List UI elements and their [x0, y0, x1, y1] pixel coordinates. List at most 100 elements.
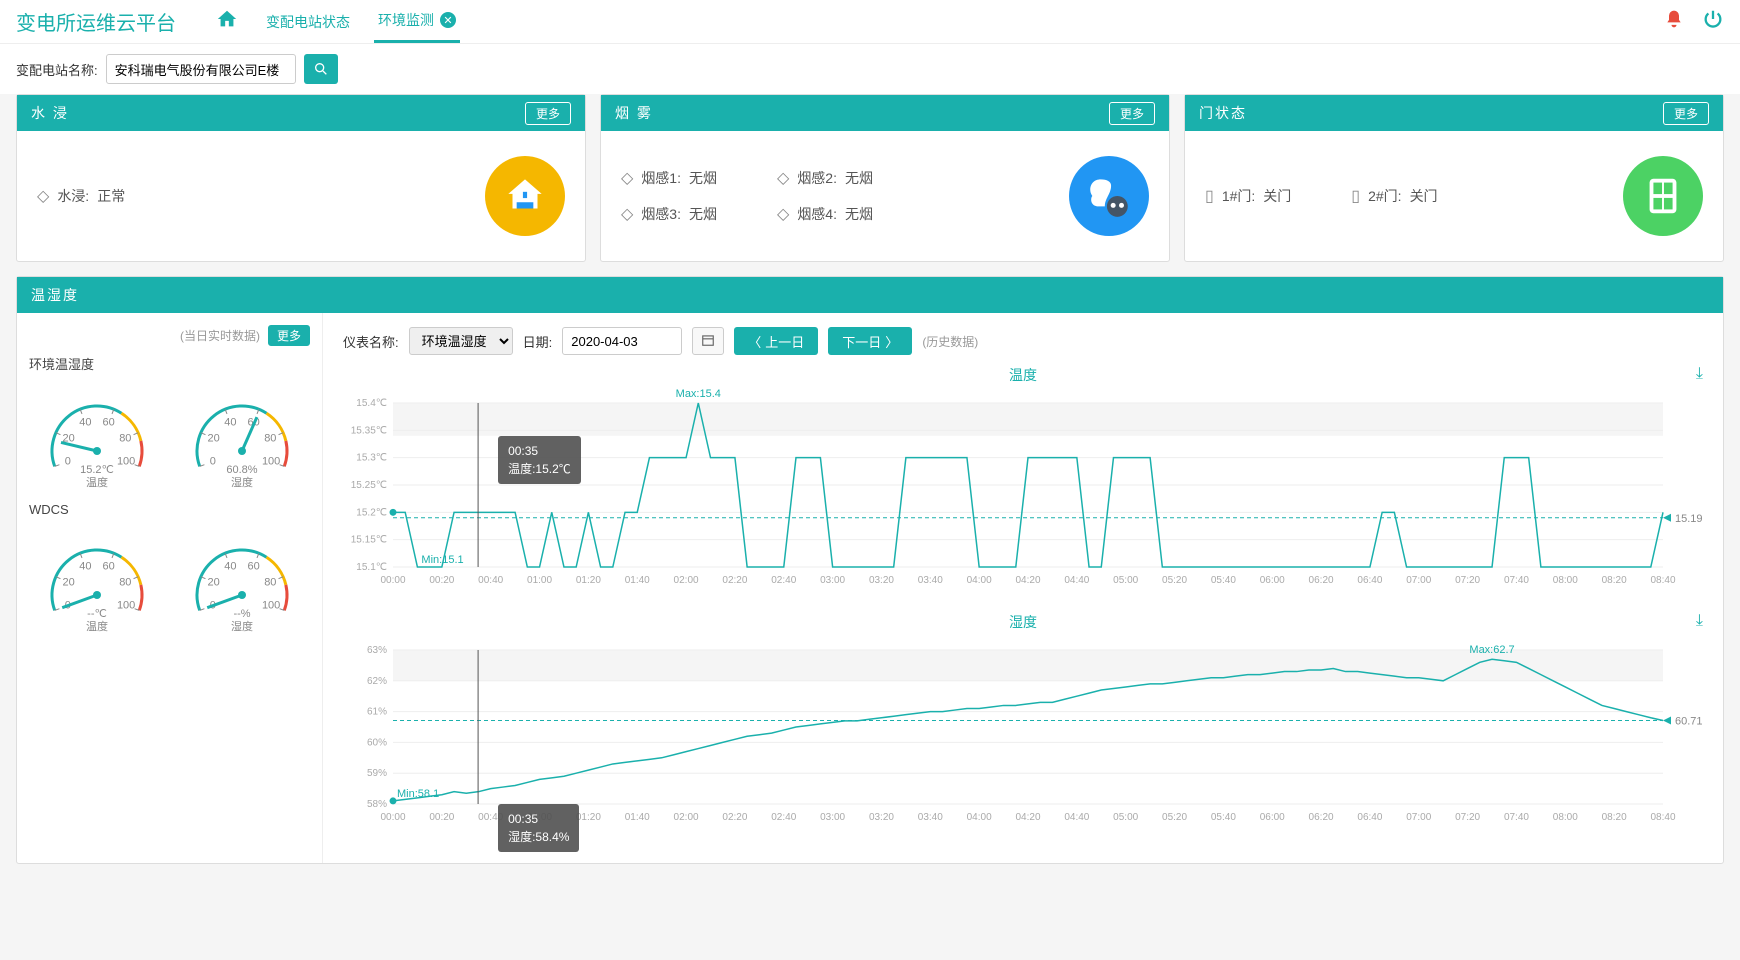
search-button[interactable] [304, 54, 338, 84]
svg-text:07:00: 07:00 [1406, 812, 1431, 823]
drop-icon: ◇ [777, 204, 789, 224]
door-status-item: ▯1#门:关门 [1205, 186, 1291, 206]
power-icon[interactable] [1702, 8, 1724, 36]
topbar: 变电所运维云平台 变配电站状态 环境监测 ✕ [0, 0, 1740, 44]
svg-text:15.25℃: 15.25℃ [351, 480, 387, 491]
more-button[interactable]: 更多 [268, 325, 310, 346]
svg-text:60%: 60% [367, 737, 387, 748]
smoke-status-item: ◇烟感2:无烟 [777, 168, 873, 188]
home-icon[interactable] [216, 8, 238, 36]
svg-text:40: 40 [225, 560, 237, 572]
smoke-status-item: ◇烟感1:无烟 [621, 168, 717, 188]
svg-text:03:00: 03:00 [820, 575, 845, 586]
drop-icon: ◇ [37, 186, 49, 206]
svg-text:06:20: 06:20 [1309, 812, 1334, 823]
close-icon[interactable]: ✕ [440, 12, 456, 28]
svg-text:05:00: 05:00 [1113, 575, 1138, 586]
svg-text:15.15℃: 15.15℃ [351, 535, 387, 546]
svg-text:60: 60 [102, 560, 114, 572]
svg-text:0: 0 [65, 456, 71, 468]
gauge: 02040608010060.8%湿度 [177, 381, 307, 494]
svg-text:100: 100 [262, 456, 280, 468]
download-icon[interactable]: ⤓ [1696, 365, 1703, 383]
tab-env-monitor[interactable]: 环境监测 ✕ [374, 0, 460, 43]
svg-text:02:00: 02:00 [674, 575, 699, 586]
svg-text:80: 80 [119, 432, 131, 444]
svg-text:40: 40 [225, 416, 237, 428]
door-icon [1623, 156, 1703, 236]
door-status-item: ▯2#门:关门 [1351, 186, 1437, 206]
svg-text:63%: 63% [367, 645, 387, 656]
svg-text:00:00: 00:00 [380, 575, 405, 586]
gauges-column: (当日实时数据) 更多 环境温湿度02040608010015.2℃温度0204… [17, 313, 323, 863]
svg-text:02:20: 02:20 [722, 812, 747, 823]
svg-text:15.1℃: 15.1℃ [356, 562, 387, 573]
status-label: 2#门: [1368, 186, 1401, 206]
status-value: 关门 [1263, 186, 1291, 206]
door-mini-icon: ▯ [1351, 186, 1360, 206]
svg-text:Max:62.7: Max:62.7 [1469, 644, 1514, 656]
card-title: 水 浸 [31, 103, 69, 123]
svg-text:07:20: 07:20 [1455, 575, 1480, 586]
svg-text:03:20: 03:20 [869, 812, 894, 823]
filter-label: 变配电站名称: [16, 60, 98, 79]
status-row: 水 浸 更多 ◇ 水浸: 正常 烟 雾 更多 [16, 94, 1724, 262]
filter-bar: 变配电站名称: [0, 44, 1740, 94]
svg-text:00:40: 00:40 [478, 812, 503, 823]
calendar-button[interactable] [692, 327, 724, 355]
more-button[interactable]: 更多 [525, 102, 571, 125]
date-input[interactable] [562, 327, 682, 355]
prev-day-button[interactable]: 〈上一日 [734, 327, 818, 355]
svg-text:01:00: 01:00 [527, 812, 552, 823]
card-title: 温湿度 [31, 285, 79, 305]
svg-text:08:20: 08:20 [1602, 575, 1627, 586]
card-header: 烟 雾 更多 [601, 95, 1169, 131]
status-label: 烟感1: [641, 168, 681, 188]
button-label: 下一日 [842, 332, 881, 351]
svg-text:04:40: 04:40 [1064, 575, 1089, 586]
bell-icon[interactable] [1664, 9, 1684, 35]
svg-text:01:40: 01:40 [625, 812, 650, 823]
svg-text:Min:15.1: Min:15.1 [421, 554, 463, 566]
tab-label: 变配电站状态 [266, 12, 350, 32]
hum-chart: 湿度 ⤓ 58%59%60%61%62%63%00:0000:2000:4001… [343, 612, 1703, 829]
more-button[interactable]: 更多 [1663, 102, 1709, 125]
smoke-status-item: ◇烟感4:无烟 [777, 204, 873, 224]
instrument-select[interactable]: 环境温湿度 [409, 327, 513, 355]
svg-text:01:40: 01:40 [625, 575, 650, 586]
status-value: 无烟 [845, 168, 873, 188]
door-card: 门状态 更多 ▯1#门:关门 ▯ 2#门: 关门 [1184, 94, 1724, 262]
svg-text:15.2℃: 15.2℃ [80, 464, 114, 476]
next-day-button[interactable]: 下一日〉 [828, 327, 912, 355]
svg-text:03:20: 03:20 [869, 575, 894, 586]
more-button[interactable]: 更多 [1109, 102, 1155, 125]
svg-text:--℃: --℃ [87, 608, 107, 620]
svg-text:01:20: 01:20 [576, 575, 601, 586]
search-icon [313, 61, 329, 77]
date-label: 日期: [523, 332, 553, 351]
svg-text:04:40: 04:40 [1064, 812, 1089, 823]
svg-text:05:20: 05:20 [1162, 575, 1187, 586]
svg-text:02:40: 02:40 [771, 812, 796, 823]
chart-title: 温度 [343, 365, 1703, 385]
svg-text:100: 100 [117, 456, 135, 468]
gauge-group-label: WDCS [29, 502, 310, 517]
svg-text:02:00: 02:00 [674, 812, 699, 823]
svg-text:80: 80 [119, 576, 131, 588]
svg-text:20: 20 [208, 432, 220, 444]
svg-text:07:00: 07:00 [1406, 575, 1431, 586]
door-mini-icon: ▯ [1205, 186, 1214, 206]
download-icon[interactable]: ⤓ [1696, 612, 1703, 630]
gauge: 020406080100--%湿度 [177, 525, 307, 638]
svg-text:60.8%: 60.8% [227, 464, 258, 476]
svg-text:04:20: 04:20 [1015, 812, 1040, 823]
app-logo: 变电所运维云平台 [16, 7, 176, 36]
svg-text:04:20: 04:20 [1015, 575, 1040, 586]
substation-name-input[interactable] [106, 54, 296, 84]
button-label: 上一日 [765, 332, 804, 351]
tab-substation-status[interactable]: 变配电站状态 [262, 0, 354, 43]
gauge: 02040608010015.2℃温度 [32, 381, 162, 494]
topbar-right [1664, 8, 1724, 36]
svg-text:08:40: 08:40 [1650, 575, 1675, 586]
card-title: 门状态 [1199, 103, 1247, 123]
